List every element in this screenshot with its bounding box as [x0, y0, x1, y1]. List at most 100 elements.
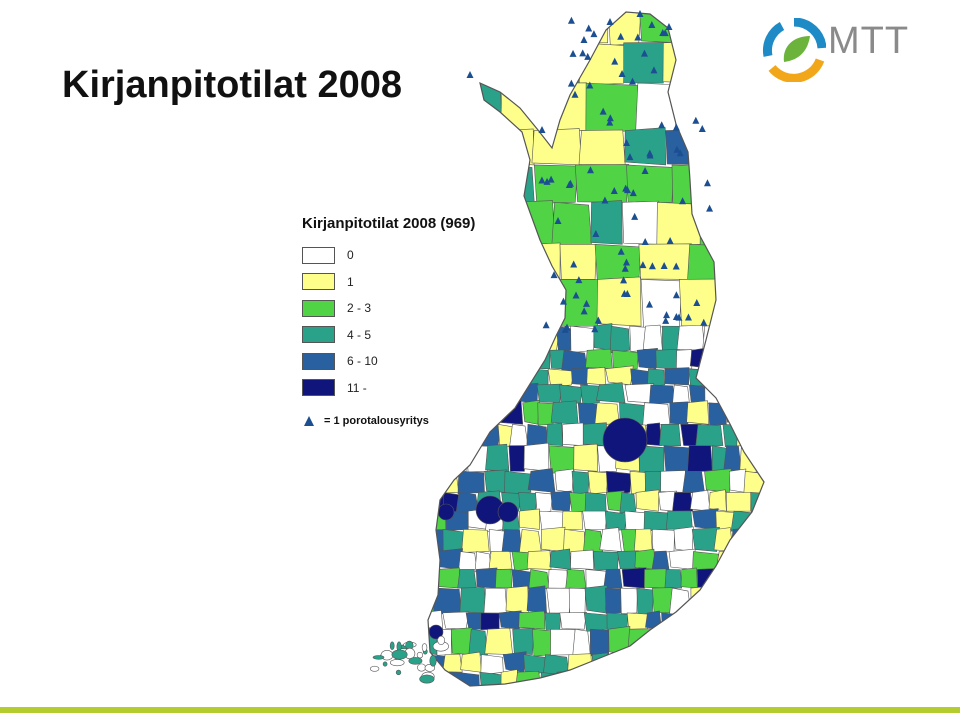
municipality-area [550, 490, 572, 512]
municipality-area [770, 588, 794, 615]
municipality-area [758, 568, 764, 589]
municipality-area [627, 628, 656, 655]
municipality-area [433, 445, 451, 473]
island [395, 669, 402, 676]
municipality-area [653, 653, 674, 673]
municipality-area [512, 627, 535, 655]
municipality-area [547, 82, 587, 131]
municipality-area [501, 529, 523, 553]
municipality-area [757, 80, 764, 131]
municipality-area [713, 82, 761, 134]
island [408, 657, 423, 665]
municipality-area [714, 611, 735, 630]
municipality-area [431, 470, 460, 494]
municipality-area [549, 548, 572, 570]
reindeer-enterprise-marker [641, 238, 649, 246]
municipality-area [619, 492, 637, 514]
municipality-area [501, 12, 543, 45]
municipality-area [769, 401, 787, 424]
municipality-area [527, 468, 556, 493]
reindeer-enterprise-marker [547, 175, 555, 183]
municipality-area [491, 40, 541, 84]
legend-classes: 0 1 2 - 3 4 - 5 6 - 10 11 - [302, 242, 475, 401]
legend-class: 0 [302, 242, 475, 269]
reindeer-enterprise-marker [693, 298, 701, 306]
municipality-area [533, 164, 578, 204]
municipality-area [682, 470, 705, 494]
reindeer-enterprise-marker [672, 262, 680, 270]
municipality-area [519, 508, 540, 530]
reindeer-enterprise-marker [567, 16, 575, 24]
municipality-area [495, 349, 522, 370]
municipality-area [687, 445, 713, 472]
island [416, 651, 424, 659]
reindeer-enterprise-marker [594, 316, 602, 324]
reindeer-enterprise-marker [663, 311, 671, 319]
municipality-area [705, 128, 753, 166]
reindeer-enterprise-marker [706, 204, 714, 212]
municipality-area [488, 551, 513, 570]
reindeer-enterprise-marker [672, 123, 680, 131]
municipality-area [526, 550, 552, 570]
municipality-area [656, 201, 701, 247]
municipality-area [695, 612, 718, 632]
municipality-area [660, 470, 686, 493]
municipality-area [671, 164, 725, 205]
municipality-area [531, 128, 582, 166]
municipality-area [642, 324, 663, 351]
reindeer-enterprise-marker [610, 186, 618, 194]
municipality-area [720, 652, 736, 673]
municipality-area [594, 243, 642, 283]
municipality-area [570, 325, 595, 354]
municipality-area [676, 349, 693, 370]
municipality-area [434, 423, 460, 447]
municipality-area [502, 651, 527, 673]
municipality-area [522, 399, 541, 425]
municipality-area [535, 492, 553, 514]
reindeer-enterprise-marker [582, 299, 590, 307]
reindeer-enterprise-marker [566, 179, 574, 187]
reindeer-enterprise-marker [606, 118, 614, 126]
municipality-area [746, 626, 764, 655]
reindeer-enterprise-marker [466, 71, 474, 78]
reindeer-enterprise-marker [606, 18, 614, 25]
municipality-area [456, 164, 496, 206]
municipality-area [535, 349, 551, 370]
reindeer-enterprise-marker [586, 81, 594, 89]
municipality-area [551, 201, 592, 248]
municipality-area [624, 127, 667, 166]
reindeer-enterprise-marker [676, 149, 684, 157]
municipality-area [590, 200, 623, 245]
municipality-area [729, 468, 747, 493]
municipality-area [442, 653, 463, 673]
reindeer-enterprise-marker [636, 10, 644, 17]
municipality-area [584, 585, 608, 614]
municipality-area [762, 422, 764, 446]
municipality-area [655, 671, 680, 686]
municipality-area [561, 510, 583, 531]
municipality-area [547, 368, 575, 388]
municipality-area [516, 324, 535, 351]
municipality-area [679, 669, 705, 686]
municipality-area [518, 610, 546, 630]
municipality-area [571, 470, 591, 495]
reindeer-enterprise-marker [641, 167, 649, 175]
reindeer-enterprise-marker [580, 36, 588, 44]
municipality-area [663, 445, 692, 474]
municipality-area [634, 548, 656, 570]
municipality-area [740, 569, 760, 589]
municipality-area [514, 670, 542, 686]
municipality-area [696, 568, 717, 589]
municipality-area [718, 277, 764, 327]
island [421, 643, 428, 652]
municipality-area [559, 612, 587, 630]
reindeer-enterprise-marker [618, 70, 626, 78]
reindeer-enterprise-marker [662, 316, 670, 324]
municipality-area [459, 587, 487, 614]
municipality-area [750, 587, 764, 614]
municipality-area [689, 490, 711, 512]
municipality-area [626, 612, 650, 631]
municipality-area [664, 367, 690, 386]
municipality-area [475, 567, 498, 589]
